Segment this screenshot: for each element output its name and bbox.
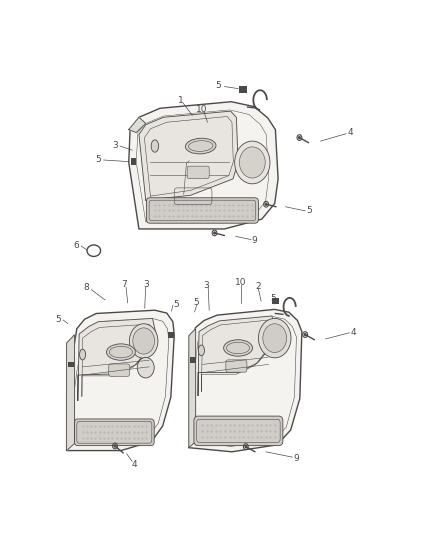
Circle shape	[298, 136, 301, 139]
Text: 5: 5	[55, 314, 61, 324]
Text: 9: 9	[293, 454, 299, 463]
Circle shape	[133, 328, 155, 354]
Bar	[190, 358, 196, 363]
Circle shape	[113, 444, 117, 448]
Circle shape	[235, 141, 270, 184]
Text: 7: 7	[121, 280, 127, 289]
Bar	[68, 361, 74, 367]
Text: 5: 5	[194, 298, 200, 308]
Circle shape	[130, 324, 158, 358]
Circle shape	[244, 445, 247, 448]
Ellipse shape	[80, 349, 86, 360]
Ellipse shape	[198, 345, 205, 356]
Text: 3: 3	[203, 281, 208, 290]
FancyBboxPatch shape	[226, 360, 247, 372]
Polygon shape	[129, 117, 146, 133]
Text: 10: 10	[196, 106, 207, 115]
Text: 1: 1	[177, 96, 183, 106]
Text: 8: 8	[83, 283, 89, 292]
Polygon shape	[189, 309, 302, 452]
Circle shape	[258, 318, 291, 358]
Text: 5: 5	[306, 206, 311, 215]
FancyBboxPatch shape	[74, 419, 154, 446]
Polygon shape	[78, 318, 157, 400]
Text: 3: 3	[112, 141, 118, 150]
Polygon shape	[139, 111, 238, 200]
Text: 4: 4	[132, 459, 138, 469]
Circle shape	[213, 231, 216, 235]
FancyBboxPatch shape	[146, 198, 258, 223]
FancyBboxPatch shape	[109, 364, 130, 376]
Polygon shape	[67, 335, 74, 450]
Ellipse shape	[185, 138, 216, 154]
Circle shape	[265, 203, 268, 206]
Circle shape	[137, 358, 154, 378]
Ellipse shape	[151, 140, 159, 152]
Circle shape	[304, 333, 307, 336]
Polygon shape	[129, 102, 278, 229]
Bar	[131, 158, 136, 165]
Bar	[272, 298, 279, 304]
Bar	[168, 332, 174, 338]
Text: 2: 2	[255, 282, 261, 291]
Ellipse shape	[106, 344, 135, 360]
Bar	[240, 86, 247, 93]
Polygon shape	[198, 316, 277, 395]
Polygon shape	[67, 310, 174, 450]
Text: 10: 10	[235, 278, 247, 287]
Text: 3: 3	[143, 280, 148, 289]
Circle shape	[240, 147, 265, 178]
Ellipse shape	[224, 340, 252, 356]
Text: 5: 5	[215, 81, 221, 90]
Text: 4: 4	[351, 328, 356, 337]
FancyBboxPatch shape	[187, 166, 209, 179]
FancyBboxPatch shape	[194, 416, 283, 446]
Text: 6: 6	[73, 241, 79, 250]
Text: 4: 4	[347, 128, 353, 138]
Text: 5: 5	[270, 294, 276, 303]
Text: 9: 9	[251, 236, 257, 245]
Text: 5: 5	[173, 300, 179, 309]
Text: 5: 5	[95, 155, 101, 164]
Polygon shape	[189, 329, 196, 448]
Circle shape	[263, 324, 286, 352]
